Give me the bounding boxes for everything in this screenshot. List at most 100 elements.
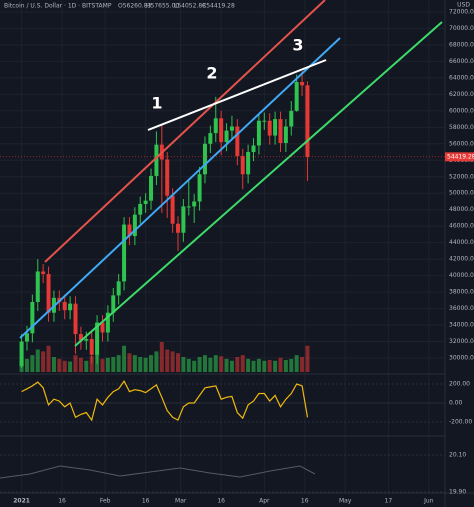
candle-body — [219, 118, 224, 143]
oscillator-line — [21, 379, 309, 422]
candle-body — [35, 271, 40, 302]
candle-body — [181, 206, 186, 233]
candle-body — [68, 303, 73, 311]
candle-body — [78, 334, 83, 341]
volume-bar — [176, 353, 180, 372]
candle-body — [289, 110, 294, 127]
y-tick-label: 48000.00 — [449, 206, 474, 213]
candle-body — [208, 133, 213, 144]
volume-bar — [202, 355, 207, 372]
y-tick-label: 72000.00 — [449, 9, 474, 16]
y-tick-label: 42000.00 — [449, 256, 474, 263]
currency: USD — [457, 2, 470, 9]
candle-body — [229, 126, 234, 131]
volume-bar — [289, 358, 294, 372]
volume-bar — [273, 360, 278, 372]
osc-tick-label: -200.00 — [449, 419, 472, 426]
last-price-label: 54419.28 — [447, 153, 474, 160]
x-tick-label: 16 — [58, 498, 66, 505]
candle-body — [46, 273, 51, 313]
osc-tick-label: 0.00 — [449, 400, 463, 407]
y-tick-label: 56000.00 — [449, 140, 474, 147]
volume-bar — [73, 355, 78, 372]
candle-body — [105, 312, 110, 333]
volume-bar — [149, 355, 154, 372]
candle-body — [73, 303, 78, 335]
x-tick-label: Mar — [175, 498, 187, 505]
volume-bar — [165, 349, 170, 372]
candle-body — [154, 144, 159, 176]
volume-bar — [283, 360, 288, 372]
candle-body — [149, 175, 154, 201]
volume-bar — [111, 357, 116, 372]
y-tick-label: 34000.00 — [449, 322, 474, 329]
candle-body — [262, 120, 267, 122]
candle-body — [138, 203, 143, 215]
candle-body — [30, 301, 35, 334]
candle-body — [213, 118, 218, 134]
x-tick-label: May — [339, 498, 352, 505]
candle-body — [246, 152, 251, 175]
candle-body — [100, 322, 105, 333]
trendline-red — [44, 0, 326, 263]
volume-bar — [213, 355, 218, 372]
candle-body — [41, 271, 46, 274]
volume-bar — [78, 357, 83, 372]
volume-bar — [208, 357, 213, 372]
volume-bar — [170, 351, 175, 372]
candle-body — [170, 195, 175, 224]
volume-bar — [294, 355, 299, 372]
volume-bar — [100, 358, 105, 372]
candle-body — [235, 126, 240, 157]
candle-body — [132, 214, 137, 237]
volume-bar — [24, 358, 29, 372]
volume-bar — [262, 360, 267, 372]
x-tick-label: Jun — [423, 498, 434, 505]
x-tick-label: Feb — [100, 498, 111, 505]
candle-body — [256, 120, 261, 146]
y-tick-label: 64000.00 — [449, 74, 474, 81]
volume-bar — [51, 357, 56, 372]
legend-open: O56260.83 — [118, 3, 152, 10]
candle-body — [197, 174, 202, 202]
volume-bar — [224, 358, 229, 372]
candle-body — [192, 201, 197, 207]
volume-bar — [30, 355, 35, 372]
candle-body — [19, 341, 24, 367]
y-tick-label: 38000.00 — [449, 289, 474, 296]
candle-body — [116, 281, 121, 296]
volume-bar — [84, 360, 89, 372]
volume-bar — [68, 361, 73, 372]
axes: 30000.00 32000.00 34000.00 36000.00 38000.00… — [13, 9, 474, 505]
candle-body — [62, 301, 67, 311]
volume-bar — [246, 358, 251, 372]
candle-body — [89, 339, 94, 355]
y-tick-label: 58000.00 — [449, 124, 474, 131]
y-tick-label: 32000.00 — [449, 338, 474, 345]
x-tick-label: Apr — [259, 498, 270, 505]
candle-body — [300, 82, 305, 86]
y-tick-label: 60000.00 — [449, 107, 474, 114]
x-tick-label: 17 — [385, 498, 393, 505]
volume-bar — [305, 345, 310, 372]
volume-bar — [251, 360, 256, 372]
volume-bar — [116, 355, 121, 372]
x-tick-label: 16 — [217, 498, 225, 505]
volume-bar — [186, 358, 191, 372]
trendline-blue — [19, 37, 341, 339]
x-tick-label: 16 — [301, 498, 309, 505]
x-tick-label: 16 — [142, 498, 150, 505]
y-tick-label: 52000.00 — [449, 173, 474, 180]
volume-bar — [219, 356, 224, 372]
x-tick-label: 2021 — [13, 498, 30, 505]
y-tick-label: 50000.00 — [449, 190, 474, 197]
candle-body — [122, 224, 127, 282]
volume-bar — [267, 360, 272, 372]
candle-body — [294, 82, 299, 111]
y-tick-label: 46000.00 — [449, 223, 474, 230]
candle-body — [24, 333, 29, 342]
candle-body — [305, 85, 310, 157]
volume-bar — [197, 357, 202, 372]
